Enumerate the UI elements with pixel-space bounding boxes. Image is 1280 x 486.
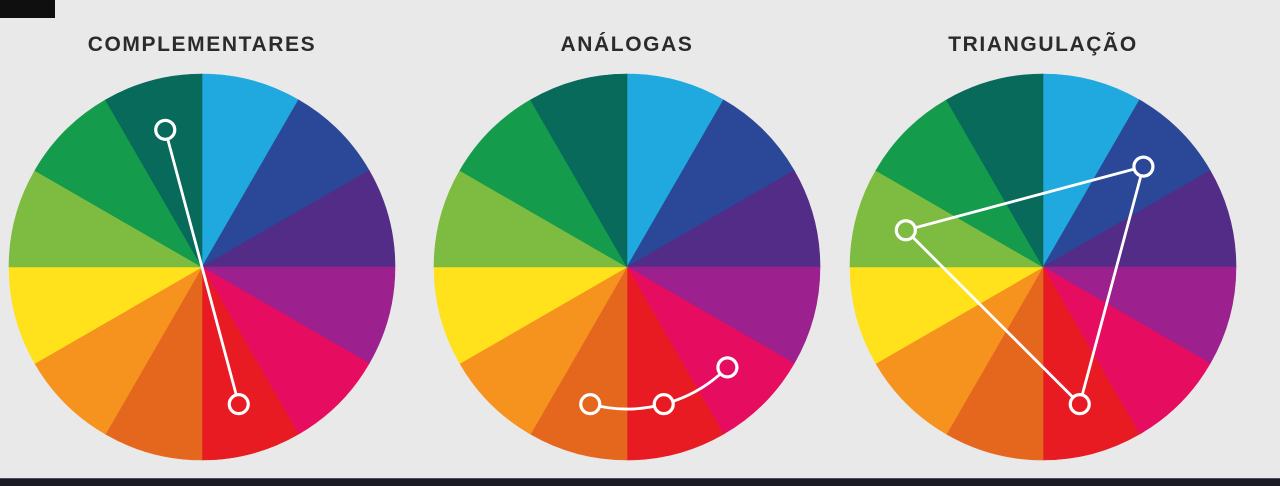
segment-purple-magenta: [625, 266, 821, 364]
wheel-block-analogous: ANÁLOGAS: [427, 0, 827, 478]
wheel-title-analogous: ANÁLOGAS: [560, 33, 694, 56]
segment-purple-magenta: [200, 266, 396, 364]
bottom-dark-bar: [0, 478, 1280, 486]
marker-red: [1068, 393, 1091, 416]
color-wheel-triadic: [849, 73, 1237, 461]
wheel-title-complementary: COMPLEMENTARES: [87, 33, 317, 56]
color-wheel-complementary: [8, 73, 396, 461]
segment-red: [201, 265, 299, 461]
segment-lime-green: [8, 170, 204, 268]
color-wheel-analogous: [433, 73, 821, 461]
segment-crimson-pink: [626, 266, 795, 435]
marker-red: [227, 393, 250, 416]
segment-navy-blue: [1042, 99, 1211, 268]
segment-orange: [875, 266, 1044, 435]
segment-red: [626, 265, 724, 461]
connector-triangle: [903, 164, 1146, 407]
segment-cyan: [201, 73, 299, 269]
segment-navy-blue: [201, 99, 370, 268]
marker-crimson-pink: [716, 356, 739, 379]
segment-crimson-pink: [201, 266, 370, 435]
marker-dark-teal: [154, 118, 177, 141]
marker-lime-green: [894, 219, 917, 242]
segment-purple-magenta: [1041, 266, 1237, 364]
segment-dark-teal: [530, 73, 628, 269]
wheel-block-triadic: TRIANGULAÇÃO: [843, 0, 1243, 478]
segment-dark-orange: [946, 265, 1044, 461]
marker-red: [652, 393, 675, 416]
wheel-block-complementary: COMPLEMENTARES: [2, 0, 402, 478]
segment-dark-teal: [946, 73, 1044, 269]
segment-yellow: [849, 266, 1045, 364]
wheel-title-triadic: TRIANGULAÇÃO: [948, 33, 1138, 56]
segment-yellow: [8, 266, 204, 364]
segment-dark-orange: [105, 265, 203, 461]
segment-dark-orange: [530, 265, 628, 461]
top-left-corner-mark: [0, 0, 55, 18]
segment-green: [34, 99, 203, 268]
segment-cyan: [1042, 73, 1140, 269]
segment-green: [875, 99, 1044, 268]
segment-green: [459, 99, 628, 268]
connector-line: [163, 128, 241, 406]
segment-crimson-pink: [1042, 266, 1211, 435]
segment-violet: [625, 170, 821, 268]
segment-violet: [1041, 170, 1237, 268]
segment-lime-green: [433, 170, 629, 268]
segment-cyan: [626, 73, 724, 269]
segment-yellow: [433, 266, 629, 364]
segment-dark-teal: [105, 73, 203, 269]
segment-orange: [459, 266, 628, 435]
segment-orange: [34, 266, 203, 435]
marker-dark-orange: [579, 393, 602, 416]
segment-navy-blue: [626, 99, 795, 268]
segment-violet: [200, 170, 396, 268]
marker-navy-blue: [1132, 155, 1155, 178]
